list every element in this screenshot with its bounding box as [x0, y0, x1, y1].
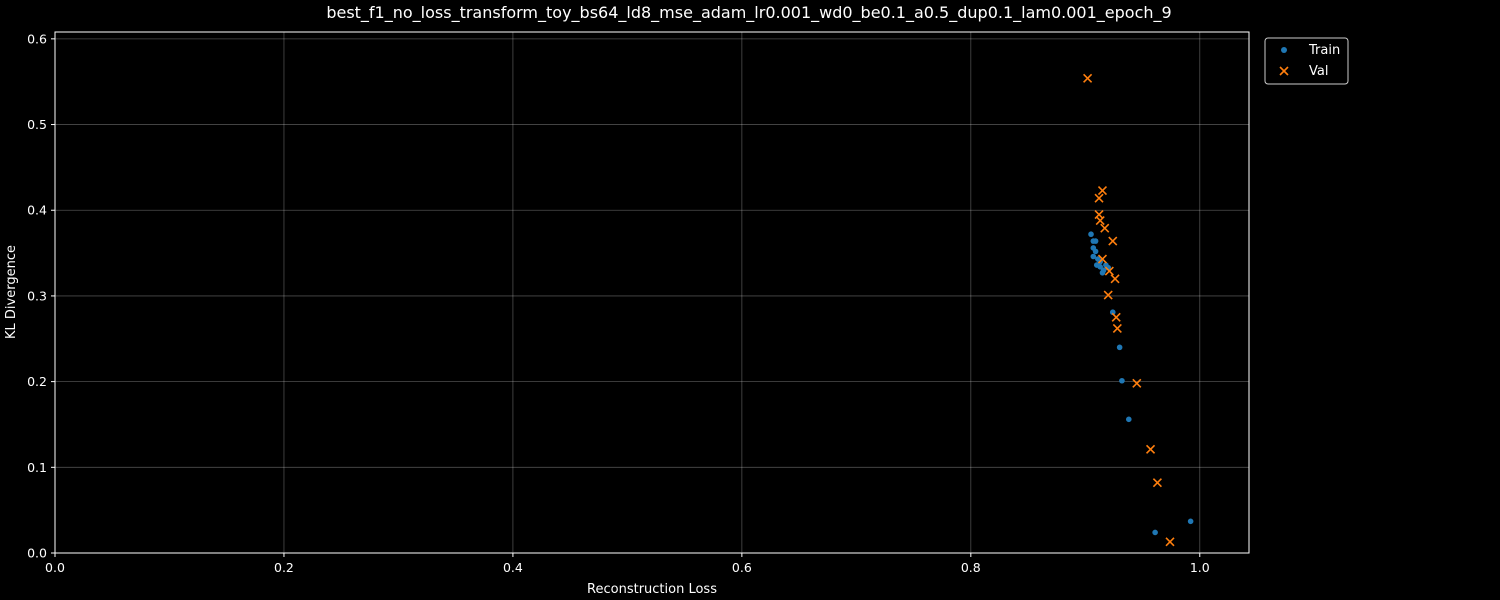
x-tick-label: 0.8	[961, 560, 981, 575]
chart-title: best_f1_no_loss_transform_toy_bs64_ld8_m…	[326, 3, 1171, 23]
val-point	[1095, 215, 1105, 226]
y-tick-label: 0.2	[27, 374, 47, 389]
x-tick-label: 0.4	[503, 560, 523, 575]
val-point	[1111, 312, 1121, 322]
train-point	[1125, 416, 1132, 423]
train-point	[1116, 344, 1123, 351]
val-point	[1110, 274, 1120, 284]
x-tick-label: 0.2	[274, 560, 294, 575]
x-tick-label: 1.0	[1190, 560, 1210, 575]
legend-marker-train	[1281, 47, 1287, 53]
train-point	[1088, 231, 1094, 238]
val-point	[1112, 323, 1122, 334]
y-axis-title: KL Divergence	[4, 245, 19, 339]
y-axis-ticks: 0.0 0.1 0.2 0.3 0.4 0.5 0.6	[27, 31, 55, 561]
y-tick-label: 0.6	[27, 31, 47, 46]
legend-marker-val	[1279, 66, 1289, 76]
legend: Train Val	[1264, 37, 1349, 85]
val-point	[1094, 193, 1104, 203]
train-point	[1099, 269, 1106, 276]
legend-label-train: Train	[1308, 43, 1340, 58]
plot-frame	[54, 31, 1250, 554]
train-point	[1119, 377, 1125, 384]
val-point	[1097, 185, 1108, 196]
train-point	[1152, 529, 1158, 536]
val-point	[1097, 254, 1108, 264]
y-tick-label: 0.4	[27, 203, 47, 218]
val-point	[1104, 266, 1114, 276]
val-point	[1165, 537, 1175, 547]
x-axis-title: Reconstruction Loss	[587, 582, 717, 597]
val-point	[1108, 236, 1118, 246]
val-point	[1152, 478, 1162, 488]
x-tick-label: 0.6	[732, 560, 752, 575]
train-point	[1109, 309, 1116, 316]
val-point	[1083, 73, 1093, 83]
train-point	[1097, 263, 1103, 270]
val-point	[1100, 223, 1110, 233]
train-point	[1187, 518, 1194, 525]
y-tick-label: 0.0	[27, 546, 47, 561]
data-points	[1083, 73, 1194, 547]
legend-label-val: Val	[1309, 64, 1328, 79]
val-point	[1103, 290, 1113, 300]
y-tick-label: 0.1	[27, 460, 47, 475]
y-tick-label: 0.3	[27, 288, 47, 303]
y-tick-label: 0.5	[27, 117, 47, 132]
x-tick-label: 0.0	[45, 560, 65, 575]
train-point	[1090, 253, 1097, 260]
x-axis-ticks: 0.0 0.2 0.4 0.6 0.8 1.0	[45, 553, 1210, 575]
val-point	[1132, 378, 1142, 388]
val-point	[1145, 444, 1156, 454]
train-point	[1092, 248, 1099, 255]
train-point	[1092, 238, 1099, 244]
